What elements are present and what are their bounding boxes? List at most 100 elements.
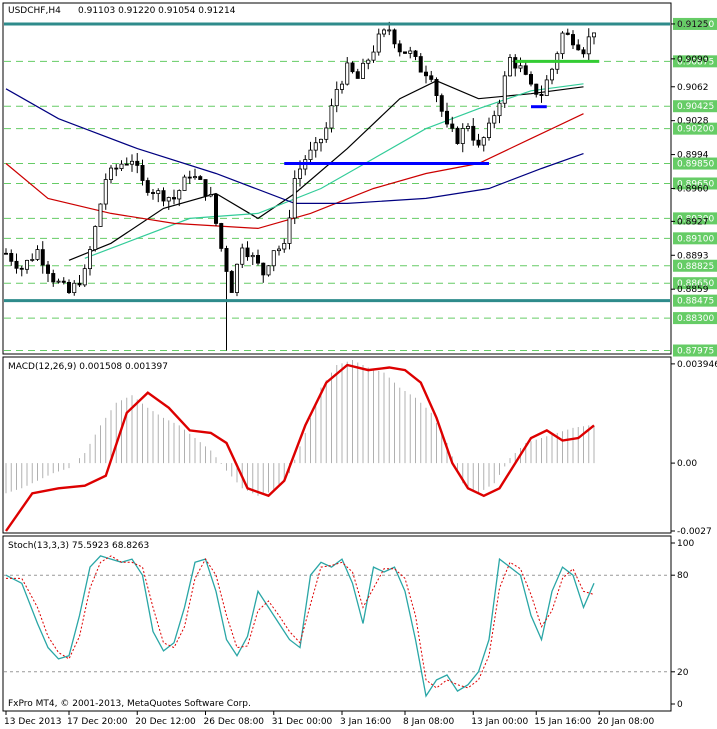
level-price-tag (673, 277, 717, 290)
candle-body (429, 75, 434, 80)
candle-body (355, 71, 360, 79)
candle-body (586, 36, 591, 55)
stoch-tick-label: 0 (677, 700, 683, 710)
candle-body (471, 125, 476, 141)
macd-signal-line (5, 363, 595, 532)
stoch-tick-label: 80 (677, 571, 689, 581)
candle-body (418, 56, 423, 73)
candle-body (61, 280, 66, 283)
stoch-main-line (5, 555, 595, 698)
level-price-tag (673, 259, 717, 272)
candle-body (560, 32, 565, 55)
candle-body (19, 267, 24, 270)
level-price-label: 0.89650 (677, 179, 714, 189)
candle-body (56, 280, 61, 283)
candle-body (213, 194, 218, 224)
candle-body (481, 137, 486, 146)
macd-frame (2, 356, 672, 534)
candle-body (88, 249, 93, 270)
candle-body (492, 115, 497, 124)
level-price-label: 0.90875 (677, 57, 714, 67)
candle-body (350, 62, 355, 73)
level-price-tag (673, 157, 717, 170)
candle-body (150, 192, 155, 194)
candle-body (287, 217, 292, 244)
price-tick-label: 0.8893 (677, 251, 709, 261)
candle-body (67, 281, 72, 294)
macd-panel: 0.003946 0.00 -0.0027 MACD(12,26,9) 0.0015… (2, 356, 717, 537)
candle-body (266, 265, 271, 276)
candle-body (35, 249, 40, 260)
candle-body (224, 248, 229, 272)
candle-body (198, 176, 203, 180)
candle-body (507, 57, 512, 77)
candle-body (360, 62, 365, 79)
candle-body (408, 50, 413, 54)
candle-body (329, 105, 334, 129)
time-tick-label: 17 Dec 20:00 (67, 717, 128, 727)
candle-body (308, 149, 313, 160)
candle-body (208, 194, 213, 197)
moving-average-line (5, 88, 584, 204)
candle-body (98, 203, 103, 227)
level-price-tag (673, 212, 717, 225)
candle-body (77, 282, 82, 286)
candle-body (576, 44, 581, 51)
level-price-tag (673, 312, 717, 325)
trend-segments (284, 59, 600, 166)
candle-body (476, 139, 481, 146)
candle-body (423, 71, 428, 77)
time-axis: 13 Dec 2013 17 Dec 20:00 20 Dec 12:00 26 De… (4, 711, 655, 727)
level-price-label: 0.88825 (677, 262, 714, 272)
candle-body (502, 75, 507, 104)
stoch-axis: 100 80 20 0 (671, 539, 694, 710)
price-tick-label: 0.8994 (677, 151, 709, 161)
candle-body (313, 142, 318, 151)
macd-signal (5, 363, 595, 532)
candle-body (434, 79, 439, 96)
candle-body (124, 163, 129, 166)
candle-body (161, 190, 166, 202)
macd-axis: 0.003946 0.00 -0.0027 (671, 360, 717, 537)
macd-tick-label: 0.003946 (677, 360, 717, 370)
candle-body (571, 34, 576, 46)
candle-body (334, 89, 339, 107)
candle-body (539, 93, 544, 96)
moving-average-line (5, 113, 584, 230)
candle-body (550, 68, 555, 81)
level-price-label: 0.90200 (677, 125, 714, 135)
candle-body (114, 167, 119, 170)
candle-body (72, 282, 77, 294)
candle-body (345, 62, 350, 85)
candle-body (523, 65, 528, 75)
candle-body (261, 262, 266, 276)
candle-body (229, 271, 234, 293)
level-price-label: 0.88650 (677, 279, 714, 289)
macd-tick-label: 0.00 (677, 459, 697, 469)
candle-body (339, 83, 344, 90)
candle-body (387, 29, 392, 32)
stoch-tick-label: 100 (677, 539, 694, 549)
candle-body (30, 259, 35, 261)
candle-body (318, 138, 323, 144)
candle-body (234, 263, 239, 293)
level-price-label: 0.89300 (677, 214, 714, 224)
candle-body (381, 29, 386, 35)
level-price-tag (673, 55, 717, 68)
candle-body (592, 32, 597, 38)
candles (4, 21, 597, 351)
candle-body (255, 255, 260, 264)
stoch-frame (2, 535, 672, 712)
candle-body (145, 180, 150, 193)
level-price-tag (673, 100, 717, 113)
macd-tick-label: -0.0027 (677, 527, 712, 537)
time-tick-label: 8 Jan 08:00 (403, 717, 455, 727)
candle-body (182, 176, 187, 191)
candle-body (397, 43, 402, 53)
candle-body (166, 197, 171, 202)
candle-body (245, 247, 250, 258)
candle-body (439, 95, 444, 112)
candle-body (544, 79, 549, 96)
candle-body (140, 165, 145, 181)
candle-body (203, 179, 208, 197)
